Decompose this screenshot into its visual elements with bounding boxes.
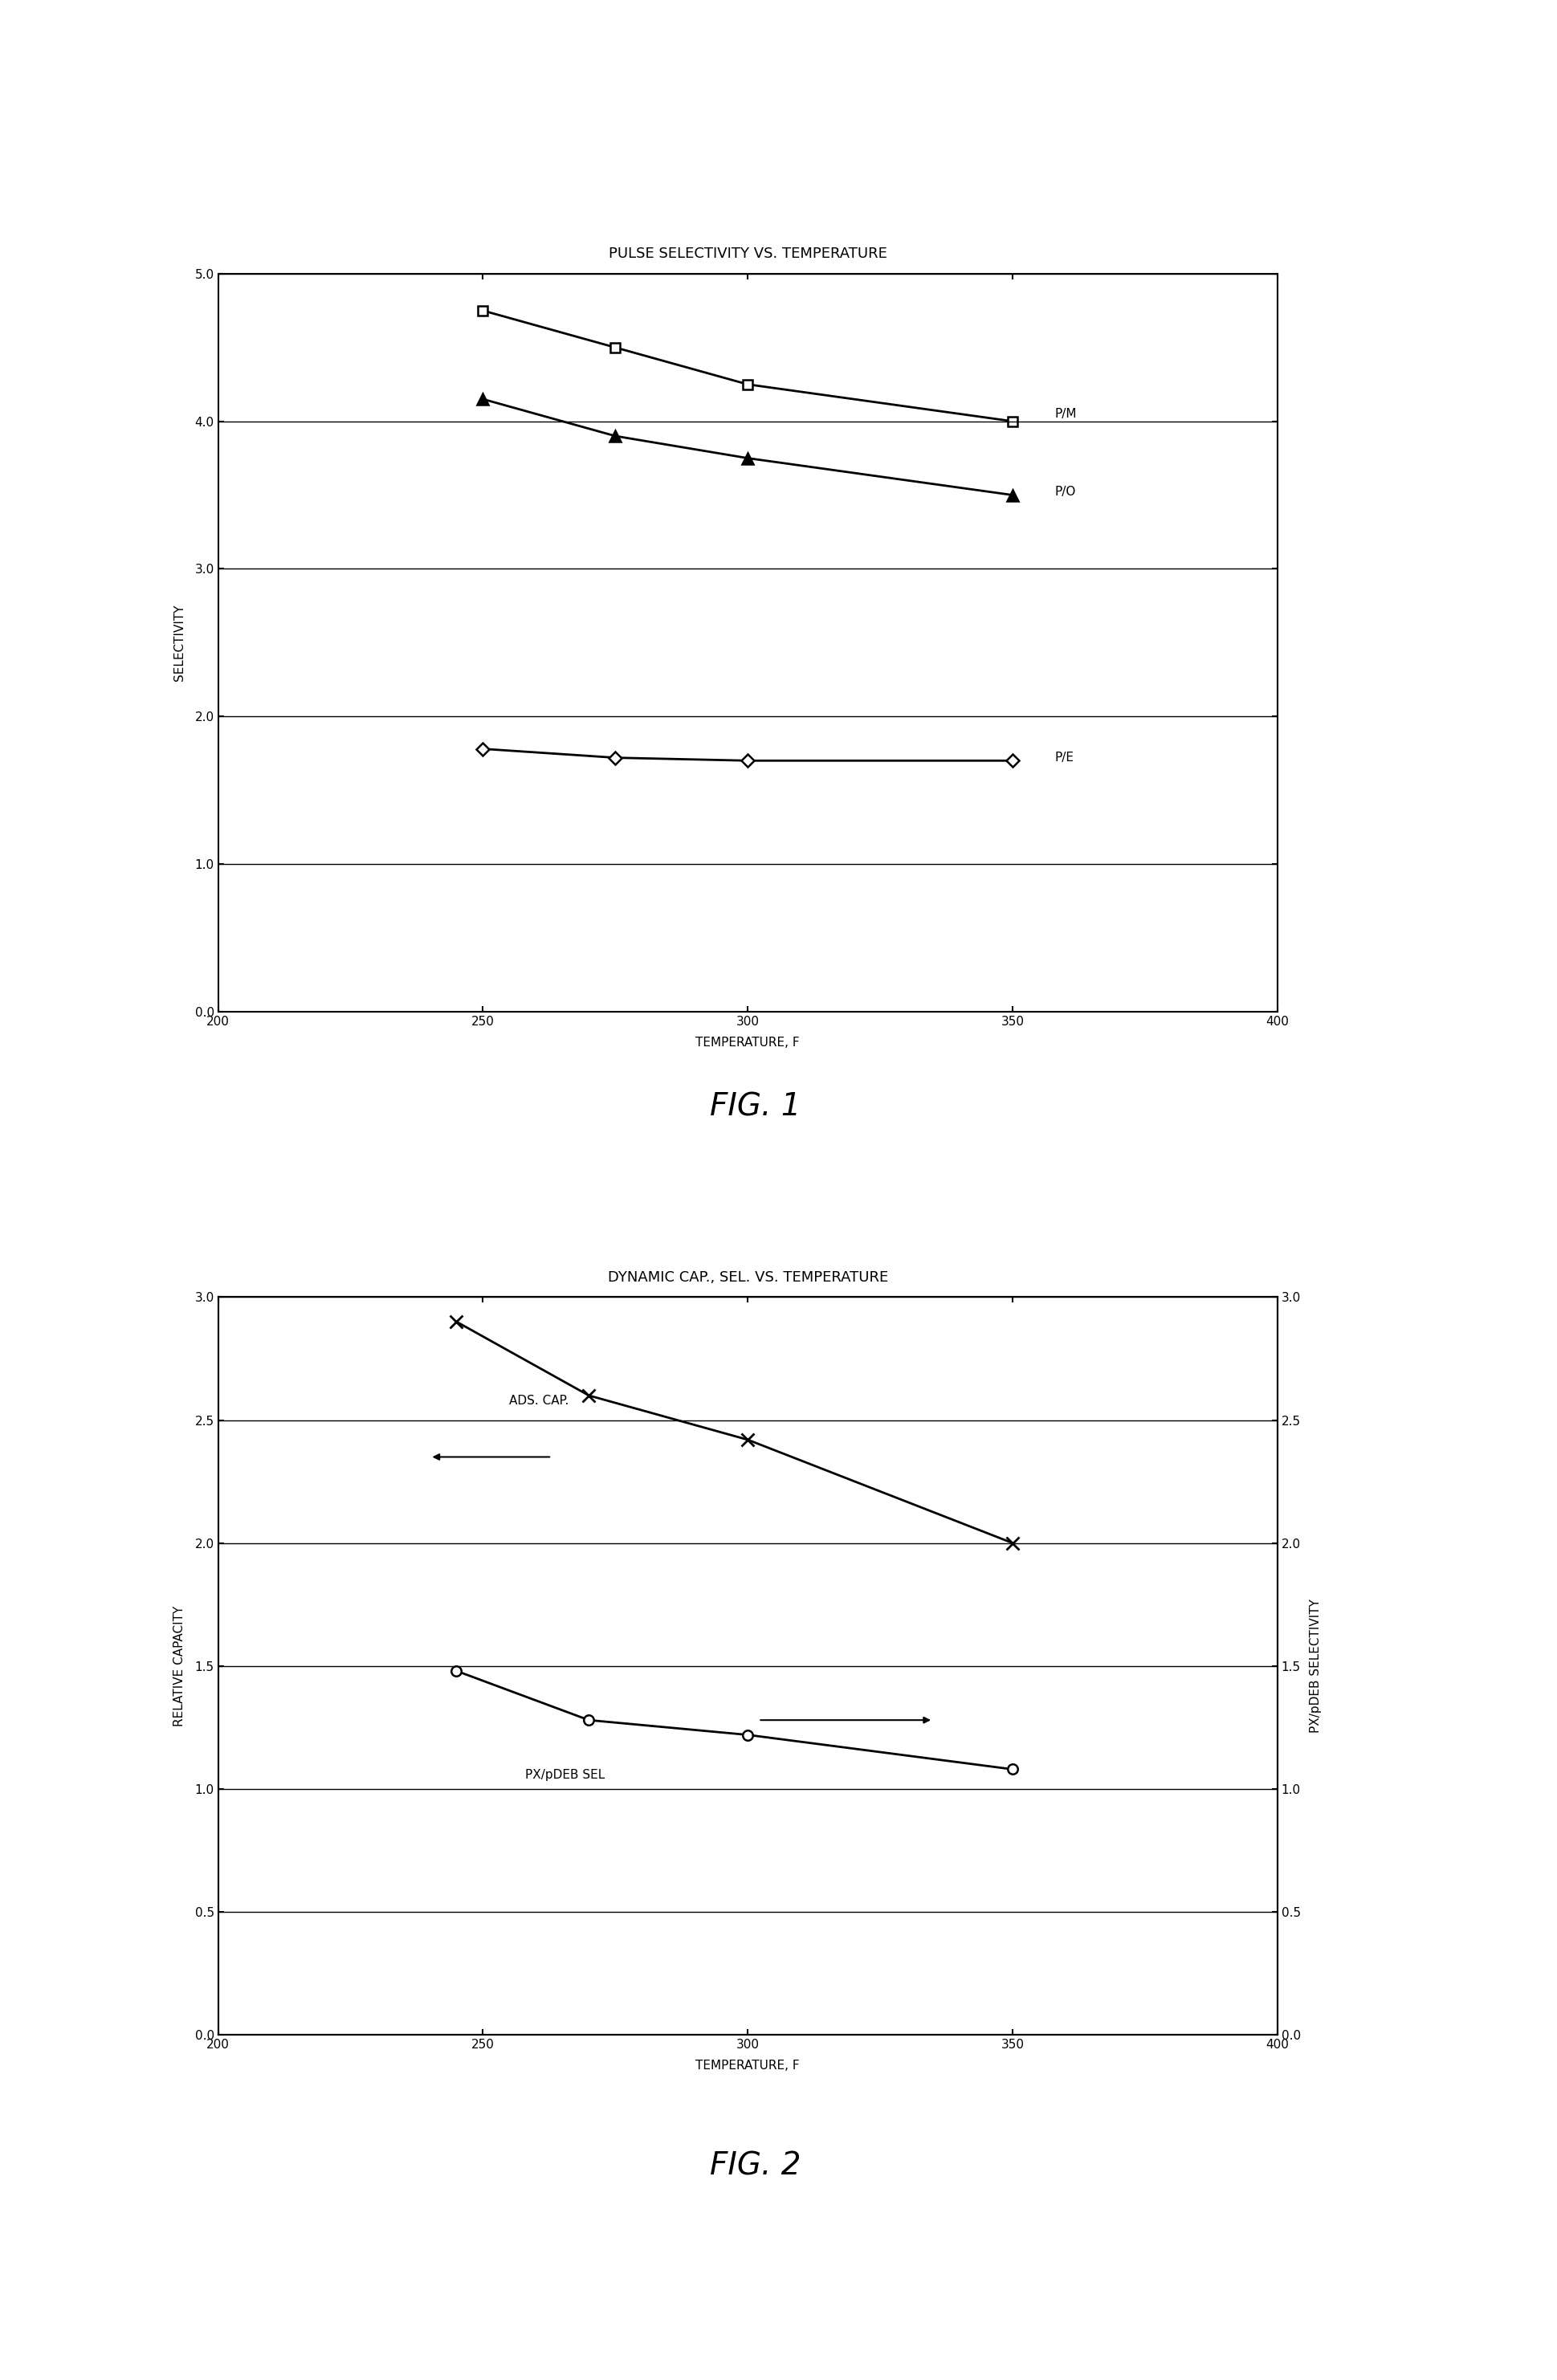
Y-axis label: PX/pDEB SELECTIVITY: PX/pDEB SELECTIVITY	[1309, 1599, 1320, 1733]
Y-axis label: RELATIVE CAPACITY: RELATIVE CAPACITY	[174, 1606, 185, 1725]
X-axis label: TEMPERATURE, F: TEMPERATURE, F	[696, 1035, 799, 1050]
Y-axis label: SELECTIVITY: SELECTIVITY	[174, 605, 185, 681]
X-axis label: TEMPERATURE, F: TEMPERATURE, F	[696, 2059, 799, 2073]
Text: P/M: P/M	[1054, 407, 1076, 419]
Text: FIG. 1: FIG. 1	[710, 1092, 800, 1121]
Text: PX/pDEB SEL: PX/pDEB SEL	[525, 1768, 604, 1780]
Text: P/E: P/E	[1054, 752, 1074, 764]
Text: FIG. 2: FIG. 2	[710, 2152, 800, 2180]
Title: PULSE SELECTIVITY VS. TEMPERATURE: PULSE SELECTIVITY VS. TEMPERATURE	[609, 248, 886, 262]
Text: P/O: P/O	[1054, 486, 1076, 497]
Text: ADS. CAP.: ADS. CAP.	[509, 1395, 568, 1407]
Title: DYNAMIC CAP., SEL. VS. TEMPERATURE: DYNAMIC CAP., SEL. VS. TEMPERATURE	[607, 1271, 887, 1285]
